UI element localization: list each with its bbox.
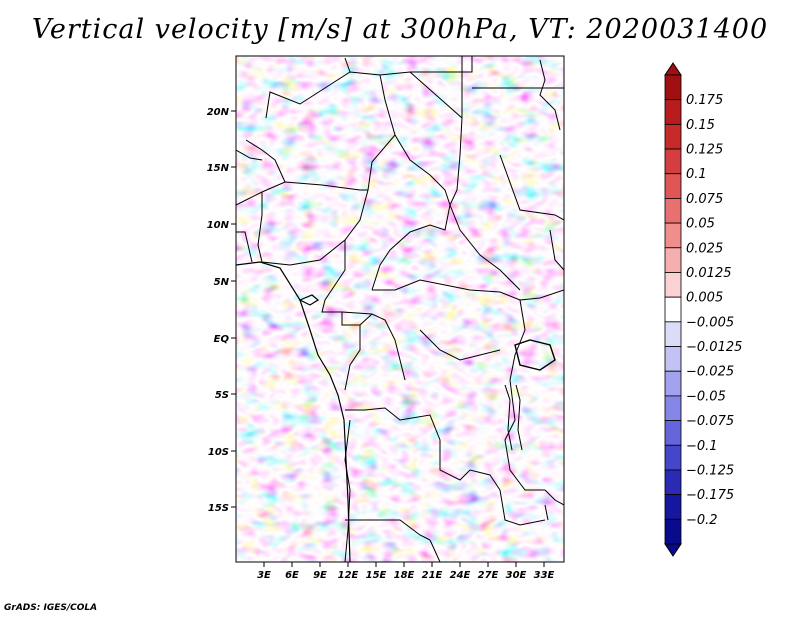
- colorbar-level-label: −0.005: [686, 315, 734, 330]
- latitude-labels: 20N 15N 10N 5N EQ 5S 10S 15S: [207, 107, 230, 514]
- lon-label: 9E: [313, 570, 327, 581]
- colorbar-level-label: −0.05: [686, 389, 726, 404]
- lon-label: 15E: [366, 570, 387, 581]
- velocity-field: [236, 56, 564, 562]
- colorbar-swatch: [664, 123, 682, 150]
- colorbar-level-label: 0.025: [686, 241, 723, 256]
- colorbar-swatch: [664, 469, 682, 496]
- colorbar-swatch: [664, 148, 682, 175]
- colorbar-level-label: 0.175: [686, 93, 723, 108]
- colorbar-swatch: [664, 321, 682, 347]
- chart-title: Vertical velocity [m/s] at 300hPa, VT: 2…: [31, 14, 769, 45]
- colorbar-level-label: 0.0125: [686, 266, 732, 281]
- country-borders: [236, 56, 564, 562]
- colorbar-level-label: −0.2: [686, 513, 718, 528]
- longitude-labels: 3E 6E 9E 12E 15E 18E 21E 24E 27E 30E 33E: [257, 570, 554, 581]
- colorbar-swatch: [664, 494, 682, 520]
- colorbar-swatch: [664, 222, 682, 249]
- lon-label: 27E: [478, 570, 499, 581]
- colorbar-swatch: [664, 74, 682, 101]
- colorbar-level-label: 0.05: [686, 217, 715, 232]
- colorbar-swatch: [664, 346, 682, 372]
- lat-label: EQ: [214, 334, 230, 345]
- colorbar-swatch: [664, 272, 682, 298]
- colorbar-swatch: [664, 173, 682, 199]
- lat-label: 5N: [214, 277, 230, 288]
- lat-label: 10N: [207, 220, 230, 231]
- lat-label: 15S: [208, 503, 229, 514]
- colorbar-swatch: [664, 518, 682, 545]
- colorbar-level-label: −0.025: [686, 365, 734, 380]
- lon-label: 24E: [450, 570, 471, 581]
- colorbar-top-arrow: [664, 62, 682, 76]
- colorbar-swatch: [664, 247, 682, 273]
- lon-label: 3E: [257, 570, 271, 581]
- colorbar-swatch: [664, 395, 682, 421]
- colorbar-level-label: 0.075: [686, 192, 723, 207]
- colorbar: 0.175 0.15 0.125 0.1 0.075 0.05 0.025 0.0125 0.0…: [664, 62, 742, 557]
- colorbar-swatch: [664, 370, 682, 397]
- lon-label: 6E: [285, 570, 299, 581]
- grads-credit: GrADS: IGES/COLA: [4, 603, 98, 613]
- colorbar-level-label: −0.125: [686, 463, 734, 478]
- colorbar-level-label: 0.1: [686, 167, 707, 182]
- lat-label: 15N: [207, 163, 230, 174]
- lat-label: 20N: [207, 107, 230, 118]
- colorbar-level-label: −0.0125: [686, 340, 742, 355]
- lon-label: 21E: [422, 570, 443, 581]
- axis-ticks: [231, 110, 545, 567]
- lon-label: 33E: [534, 570, 555, 581]
- colorbar-swatch: [664, 198, 682, 224]
- map-frame: [235, 55, 565, 563]
- lon-label: 18E: [394, 570, 415, 581]
- colorbar-swatch: [664, 444, 682, 471]
- lon-label: 30E: [506, 570, 527, 581]
- lon-label: 12E: [338, 570, 359, 581]
- colorbar-swatch: [664, 296, 682, 323]
- colorbar-level-label: −0.075: [686, 414, 734, 429]
- lat-label: 10S: [208, 447, 229, 458]
- colorbar-level-label: 0.15: [686, 118, 715, 133]
- colorbar-swatch: [664, 99, 682, 125]
- colorbar-swatch: [664, 420, 682, 446]
- colorbar-level-label: −0.175: [686, 488, 734, 503]
- colorbar-bottom-arrow: [664, 543, 682, 557]
- colorbar-level-label: 0.125: [686, 143, 723, 158]
- lat-label: 5S: [215, 390, 229, 401]
- colorbar-level-label: 0.005: [686, 291, 723, 306]
- colorbar-level-label: −0.1: [686, 439, 718, 454]
